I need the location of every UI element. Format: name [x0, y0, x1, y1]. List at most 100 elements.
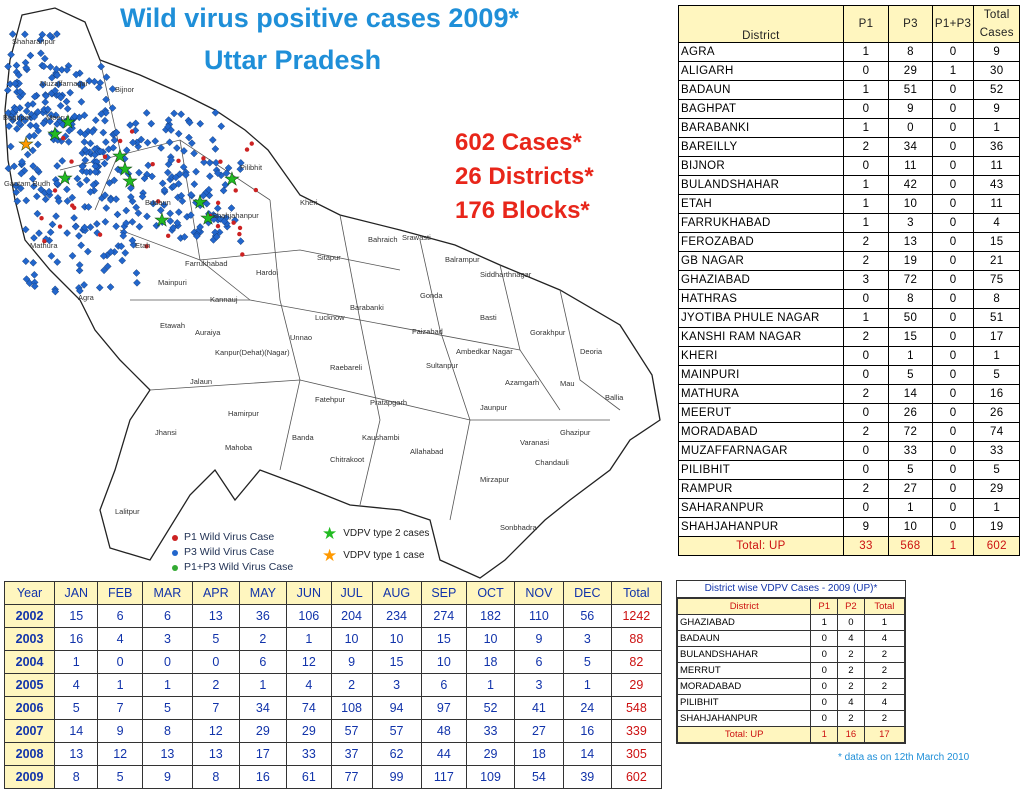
- value-cell: 1: [842, 42, 890, 62]
- value-cell: 41: [513, 696, 564, 720]
- p3-case-dot: [80, 281, 88, 289]
- table-row: BAREILLY 2 34 0 36: [678, 137, 1020, 157]
- district-border: [269, 199, 301, 471]
- p1-case-dot: [215, 200, 221, 206]
- p3-case-dot: [41, 195, 50, 204]
- p3-case-dot: [84, 247, 92, 256]
- p3-case-dot: [110, 176, 119, 185]
- p3-case-dot: [174, 129, 183, 138]
- district-name: SHAHJAHANPUR: [678, 517, 844, 537]
- blocks-count: 176 Blocks*: [455, 197, 590, 224]
- header-cell: P1+P3: [931, 5, 975, 43]
- p3-case-dot: [86, 188, 95, 196]
- p3-case-dot: [108, 85, 117, 93]
- footnote: * data as on 12th March 2010: [838, 752, 970, 763]
- p3-case-dot: [77, 97, 86, 106]
- title-line1: Wild virus positive cases 2009*: [120, 3, 519, 33]
- p3-case-dot: [55, 197, 63, 205]
- p3-case-dot: [46, 31, 54, 40]
- value-cell: 0: [842, 61, 890, 81]
- p3-case-dot: [101, 191, 109, 200]
- district-label: Etah: [135, 241, 150, 250]
- value-cell: 0: [931, 479, 975, 499]
- table-row: FEROZABAD 2 13 0 15: [678, 232, 1020, 252]
- p3-case-dot: [179, 163, 188, 171]
- value-cell: 29: [610, 673, 663, 697]
- p3-case-dot: [205, 158, 214, 167]
- p3-case-dot: [137, 135, 146, 144]
- value-cell: 9: [97, 719, 143, 743]
- p3-case-dot: [63, 104, 72, 113]
- district-label: Chandauli: [535, 458, 569, 467]
- value-cell: 1: [842, 213, 890, 233]
- p3-case-dot: [57, 93, 65, 102]
- p3-case-dot: [33, 192, 41, 201]
- p1-case-dot: [176, 158, 181, 164]
- p3-case-dot: [48, 220, 57, 229]
- district-label: Etawah: [160, 321, 185, 330]
- value-cell: 34: [888, 137, 933, 157]
- value-cell: 0: [810, 694, 839, 711]
- p3-case-dot: [77, 241, 85, 250]
- p3-case-dot: [95, 83, 103, 92]
- district-label: Gautam Budh: [4, 179, 50, 188]
- p3-case-dot: [37, 185, 45, 194]
- value-cell: 15: [54, 604, 99, 628]
- value-cell: 24: [562, 696, 612, 720]
- p3-case-dot: [34, 108, 42, 116]
- district-label: Shahjahanpur: [212, 211, 259, 220]
- district-border: [149, 379, 610, 421]
- p3-case-dot: [82, 168, 91, 176]
- p3-case-dot: [58, 65, 66, 74]
- p1-case-dot: [69, 159, 74, 164]
- p3-case-dot: [103, 262, 112, 271]
- value-cell: 50: [888, 308, 933, 328]
- value-cell: 8: [888, 42, 933, 62]
- p3-case-dot: [52, 111, 60, 120]
- p3-case-dot: [134, 209, 143, 217]
- value-cell: 4: [863, 630, 906, 647]
- p3-case-dot: [205, 185, 213, 194]
- value-cell: 29: [286, 719, 332, 743]
- p3-case-dot: [22, 257, 30, 266]
- up-district-map: Shaharanpur Muzaffarnagar Bijnor Meerut Bagh…: [3, 7, 661, 579]
- p3-case-dot: [172, 173, 180, 182]
- green-star-icon: ★: [224, 169, 240, 189]
- district-name: MEERUT: [678, 403, 844, 423]
- district-label: Farrukhabad: [185, 259, 228, 268]
- district-label: Bahraich: [368, 235, 398, 244]
- p3-case-dot: [12, 105, 20, 114]
- year-cell: 2002: [3, 604, 56, 628]
- district-name: MORADABAD: [676, 678, 812, 695]
- p3-case-dot: [63, 185, 71, 194]
- green-star-icon: ★: [200, 208, 216, 228]
- p3-case-dot: [33, 209, 42, 218]
- p3-case-dot: [46, 228, 55, 237]
- p3-case-dot: [84, 203, 93, 211]
- year-cell: 2007: [3, 719, 56, 743]
- district-name: FARRUKHABAD: [678, 213, 844, 233]
- p3-case-dot: [120, 155, 129, 163]
- p3-case-dot: [122, 146, 131, 155]
- total-cell: 1: [810, 726, 839, 743]
- p3-case-dot: [128, 218, 137, 226]
- value-cell: 61: [286, 765, 332, 789]
- value-cell: 27: [888, 479, 933, 499]
- p3-case-dot: [53, 71, 61, 80]
- p3-case-dot: [211, 145, 220, 153]
- state-outline: [4, 7, 661, 579]
- p3-case-dot: [166, 209, 174, 218]
- value-cell: 3: [842, 270, 890, 290]
- district-border: [130, 299, 521, 351]
- value-cell: 1: [888, 346, 933, 366]
- district-label: Kaushambi: [362, 433, 400, 442]
- value-cell: 54: [513, 765, 564, 789]
- green-star-icon: ★: [57, 168, 73, 188]
- p3-case-dot: [105, 179, 114, 187]
- table-row: BAGHPAT 0 9 0 9: [678, 99, 1020, 119]
- p3-case-dot: [149, 199, 158, 208]
- value-cell: 0: [810, 678, 839, 695]
- p1-case-dot: [102, 154, 108, 159]
- district-label: Bijnor: [115, 85, 135, 94]
- value-cell: 10: [466, 627, 515, 651]
